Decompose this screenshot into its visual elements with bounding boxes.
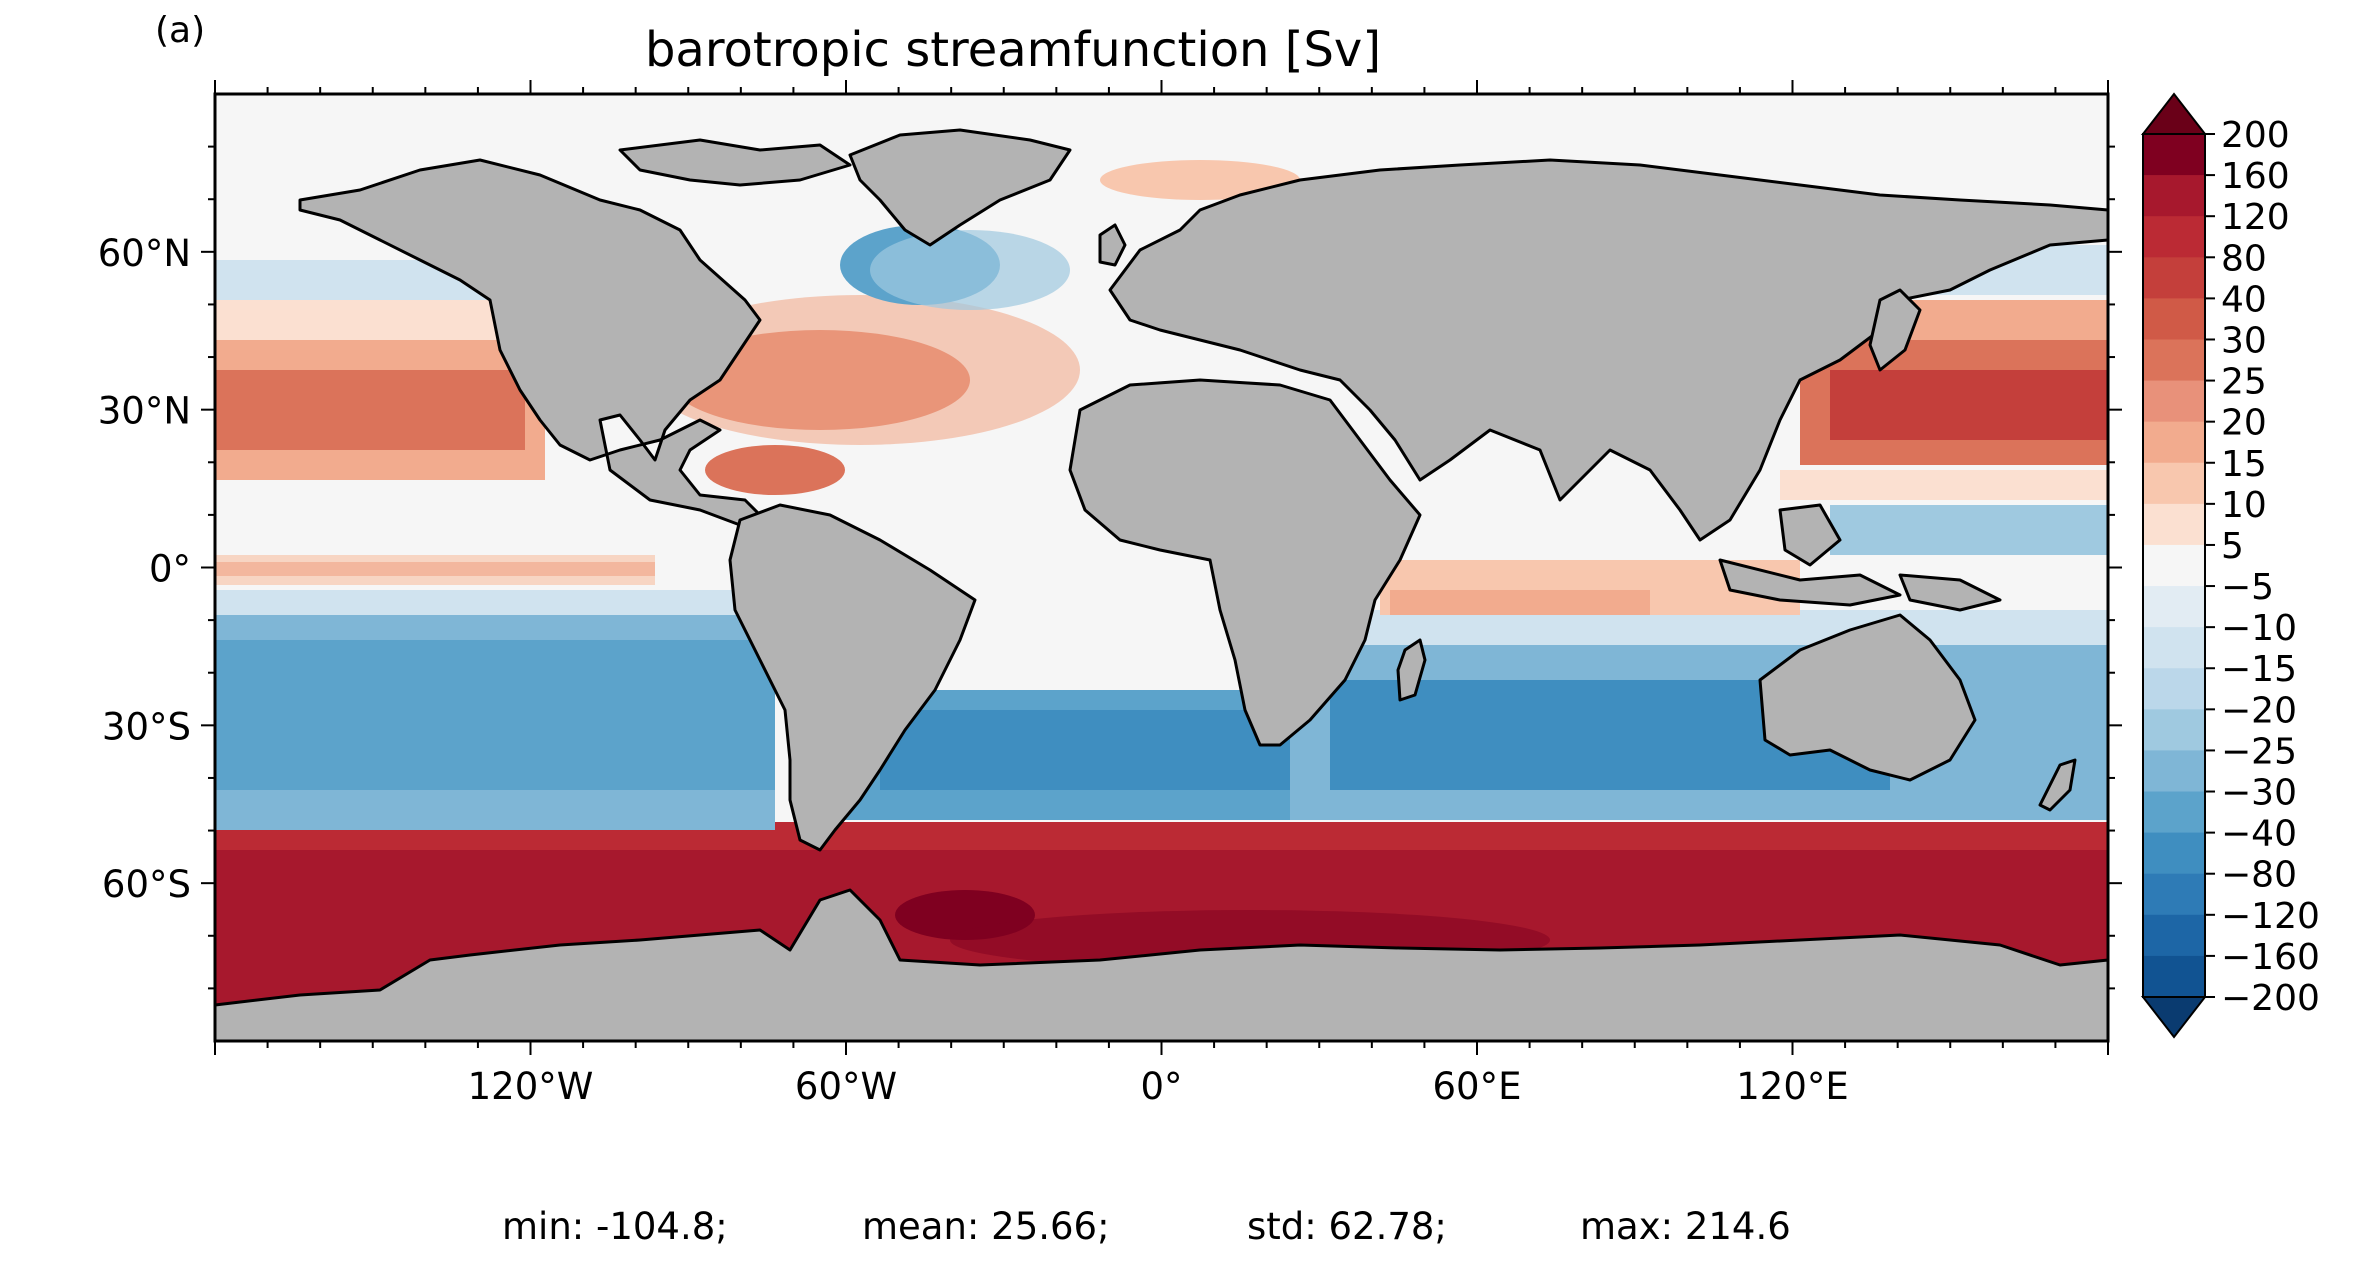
colorbar-segment	[2143, 668, 2205, 710]
colorbar-tick-label: −120	[2221, 896, 2320, 937]
colorbar-extend-under	[2140, 996, 2208, 1039]
colorbar-segment	[2143, 873, 2205, 916]
colorbar-tick-label: 200	[2221, 115, 2290, 156]
colorbar-segment	[2143, 298, 2205, 340]
colorbar-segment	[2143, 503, 2205, 546]
landmasses	[213, 128, 2110, 1043]
colorbar-tick-label: 25	[2221, 362, 2267, 403]
stat-max: max: 214.6	[1580, 1205, 1791, 1248]
indonesia-land	[1718, 558, 1902, 607]
colorbar-tick-label: −25	[2221, 731, 2297, 772]
colorbar-extend-over	[2140, 92, 2208, 135]
colorbar-tick-label: 160	[2221, 156, 2290, 197]
colorbar-tick-label: 15	[2221, 444, 2267, 485]
new-guinea-land	[1898, 573, 2002, 612]
japan-land	[1868, 288, 1922, 372]
lat-tick-label: 60°S	[102, 863, 191, 906]
stat-mean: mean: 25.66;	[862, 1205, 1110, 1248]
colorbar-tick-label: −10	[2221, 608, 2297, 649]
colorbar-segment	[2143, 955, 2205, 998]
colorbar-segment	[2143, 914, 2205, 957]
colorbar-segment	[2143, 216, 2205, 258]
colorbar-tick-label: −20	[2221, 690, 2297, 731]
lat-tick-label: 30°S	[102, 705, 191, 748]
colorbar-tick-label: 40	[2221, 279, 2267, 320]
borneo-land	[1778, 503, 1842, 567]
lon-tick-label: 60°W	[795, 1065, 897, 1108]
colorbar-segment	[2143, 709, 2205, 751]
british-isles-land	[1098, 223, 1127, 267]
colorbar-tick-label: −5	[2221, 567, 2274, 608]
colorbar-segment	[2143, 544, 2205, 587]
colorbar-segment	[2143, 257, 2205, 299]
stat-min: min: -104.8;	[502, 1205, 728, 1248]
arctic-islands-land	[618, 138, 852, 187]
north-america-land	[298, 158, 762, 527]
colorbar-segment	[2143, 380, 2205, 423]
lon-tick-label: 120°W	[468, 1065, 594, 1108]
lon-tick-label: 60°E	[1433, 1065, 1522, 1108]
colorbar-segment	[2143, 421, 2205, 464]
stat-std: std: 62.78;	[1247, 1205, 1447, 1248]
colorbar-segment	[2143, 339, 2205, 382]
latitude-axis: 60°N 30°N 0° 30°S 60°S	[98, 145, 2122, 990]
colorbar-tick-label: −40	[2221, 814, 2297, 855]
colorbar-segment	[2143, 586, 2205, 628]
new-zealand-land	[2038, 758, 2077, 812]
australia-land	[1758, 613, 1977, 782]
colorbar-tick-label: 30	[2221, 320, 2267, 361]
colorbar-segment	[2143, 791, 2205, 834]
panel-label: (a)	[155, 10, 206, 51]
colorbar-tick-label: 120	[2221, 197, 2290, 238]
madagascar-land	[1396, 638, 1427, 702]
colorbar-tick-label: −160	[2221, 937, 2320, 978]
colorbar-tick-label: 10	[2221, 485, 2267, 526]
colorbar-segment	[2143, 462, 2205, 505]
map-title-text: barotropic streamfunction [Sv]	[644, 22, 1382, 78]
lat-tick-label: 60°N	[98, 232, 191, 275]
colorbar-segment	[2143, 134, 2205, 176]
lon-tick-label: 0°	[1140, 1065, 1182, 1108]
longitude-axis: 120°W 60°W 0° 60°E 120°E	[214, 80, 2109, 1108]
greenland-land	[848, 128, 1072, 247]
colorbar-segment	[2143, 750, 2205, 793]
antarctica-land	[213, 888, 2110, 1043]
colorbar-tick-label: 80	[2221, 238, 2267, 279]
colorbar-tick-label: −80	[2221, 855, 2297, 896]
colorbar-tick-label: −200	[2221, 978, 2320, 1019]
colorbar-tick-label: −30	[2221, 773, 2297, 814]
africa-land	[1068, 378, 1422, 747]
colorbar: 200160120804030252015105−5−10−15−20−25−3…	[2140, 92, 2320, 1039]
lat-tick-label: 30°N	[98, 390, 191, 433]
south-america-land	[728, 503, 977, 852]
colorbar-tick-label: 20	[2221, 403, 2267, 444]
eurasia-land	[1108, 158, 2110, 542]
lat-tick-label: 0°	[149, 548, 191, 591]
colorbar-segment	[2143, 627, 2205, 669]
colorbar-tick-label: −15	[2221, 649, 2297, 690]
map-title: barotropic streamfunction [Sv]	[0, 22, 2362, 78]
lon-tick-label: 120°E	[1736, 1065, 1849, 1108]
colorbar-segment	[2143, 832, 2205, 875]
colorbar-frame	[2142, 133, 2206, 998]
colorbar-segment	[2143, 175, 2205, 217]
colorbar-tick-label: 5	[2221, 526, 2244, 567]
